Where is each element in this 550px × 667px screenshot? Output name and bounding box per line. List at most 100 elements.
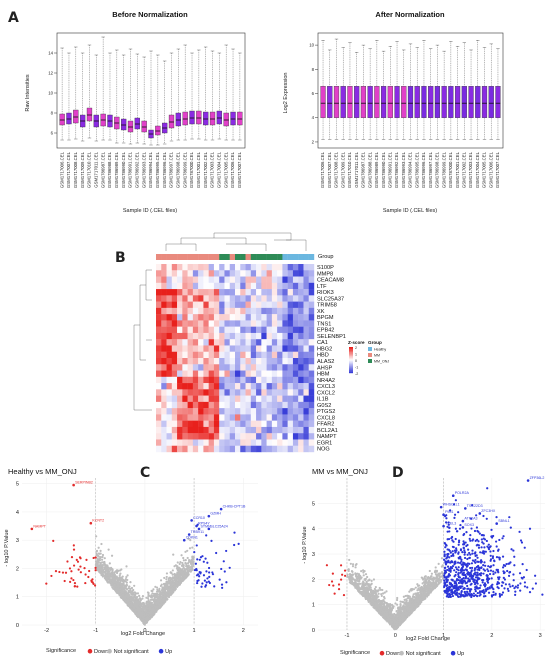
heatmap-cell (167, 439, 172, 445)
gene-label: CEACAM8 (317, 278, 344, 284)
heatmap-cell (188, 427, 193, 433)
volcano-point (107, 569, 109, 571)
heatmap-cell (303, 352, 308, 358)
heatmap-cell (167, 383, 172, 389)
heatmap-cell (251, 283, 256, 289)
volcano-point (146, 610, 148, 612)
heatmap-cell (267, 295, 272, 301)
heatmap-cell (219, 383, 224, 389)
box (381, 86, 386, 117)
heatmap-cell (172, 377, 177, 383)
heatmap-cell (246, 383, 251, 389)
volcano-point (112, 574, 114, 576)
heatmap-cell (188, 396, 193, 402)
volcano-point (153, 600, 155, 602)
heatmap-cell (293, 402, 298, 408)
volcano-point (119, 593, 121, 595)
volcano-point (136, 606, 138, 608)
heatmap-cell (261, 414, 266, 420)
heatmap-cell (282, 320, 287, 326)
heatmap-cell (209, 314, 214, 320)
volcano-point (84, 573, 86, 575)
heatmap-cell (188, 439, 193, 445)
volcano-point (73, 544, 75, 546)
heatmap-cell (214, 327, 219, 333)
heatmap-cell (161, 421, 166, 427)
volcano-d-legend-title: Significance (340, 650, 370, 656)
heatmap-cell (282, 396, 287, 402)
heatmap-cell (167, 408, 172, 414)
volcano-point (215, 552, 217, 554)
heatmap-cell (235, 446, 240, 452)
volcano-point (177, 582, 179, 584)
heatmap-cell (267, 264, 272, 270)
heatmap-cell (272, 383, 277, 389)
heatmap-cell (193, 446, 198, 452)
heatmap-cell (251, 345, 256, 351)
heatmap-cell (288, 383, 293, 389)
heatmap-cell (209, 439, 214, 445)
heatmap-cell (177, 421, 182, 427)
volcano-point (166, 572, 168, 574)
heatmap-cell (256, 408, 261, 414)
heatmap-cell (167, 339, 172, 345)
heatmap-cell (288, 320, 293, 326)
heatmap-cell (219, 283, 224, 289)
heatmap-cell (282, 358, 287, 364)
volcano-point (121, 587, 123, 589)
heatmap-cell (267, 308, 272, 314)
heatmap-cell (298, 345, 303, 351)
x-tick-label: GSM1717006.CEL (59, 151, 64, 188)
group-bar-cell (282, 254, 287, 260)
heatmap-cell (214, 377, 219, 383)
volcano-point (70, 570, 72, 572)
heatmap-cell (288, 358, 293, 364)
box (121, 119, 126, 130)
volcano-point (125, 587, 127, 589)
volcano-point (238, 543, 240, 545)
heatmap-cell (156, 333, 161, 339)
zscore-legend-swatch (349, 348, 353, 350)
heatmap-cell (272, 264, 277, 270)
volcano-point (166, 586, 168, 588)
volcano-point (188, 565, 190, 567)
heatmap-cell (277, 439, 282, 445)
group-legend-swatch (368, 353, 372, 357)
heatmap-cell (161, 371, 166, 377)
heatmap-cell (182, 377, 187, 383)
volcano-point (191, 556, 193, 558)
heatmap-cell (235, 389, 240, 395)
volcano-point (154, 593, 156, 595)
volcano-point (58, 571, 60, 573)
boxplot-after-title: After Normalization (375, 10, 445, 19)
heatmap-cell (272, 377, 277, 383)
x-tick-label: GSM1786991.CEL (388, 151, 393, 188)
heatmap-cell (256, 439, 261, 445)
heatmap-cell (219, 377, 224, 383)
x-tick-label: GSM1786999.CEL (441, 151, 446, 188)
y-tick-label: 0 (312, 628, 315, 634)
heatmap-cell (182, 302, 187, 308)
volcano-point (120, 568, 122, 570)
x-tick-label: GSM1786992.CEL (394, 151, 399, 188)
heatmap-cell (230, 446, 235, 452)
heatmap-cell (298, 396, 303, 402)
heatmap-cell (309, 364, 314, 370)
heatmap-cell (177, 345, 182, 351)
volcano-point (110, 569, 112, 571)
heatmap-cell (177, 302, 182, 308)
heatmap-cell (288, 352, 293, 358)
heatmap-cell (167, 270, 172, 276)
volcano-point (210, 540, 212, 542)
heatmap-cell (267, 427, 272, 433)
volcano-point (203, 574, 205, 576)
zscore-legend-tick: 2 (355, 346, 357, 350)
group-bar-cell (219, 254, 224, 260)
heatmap-cell (240, 439, 245, 445)
zscore-legend-swatch (349, 356, 353, 358)
volcano-point (105, 568, 107, 570)
volcano-point (135, 592, 137, 594)
heatmap-cell (161, 327, 166, 333)
